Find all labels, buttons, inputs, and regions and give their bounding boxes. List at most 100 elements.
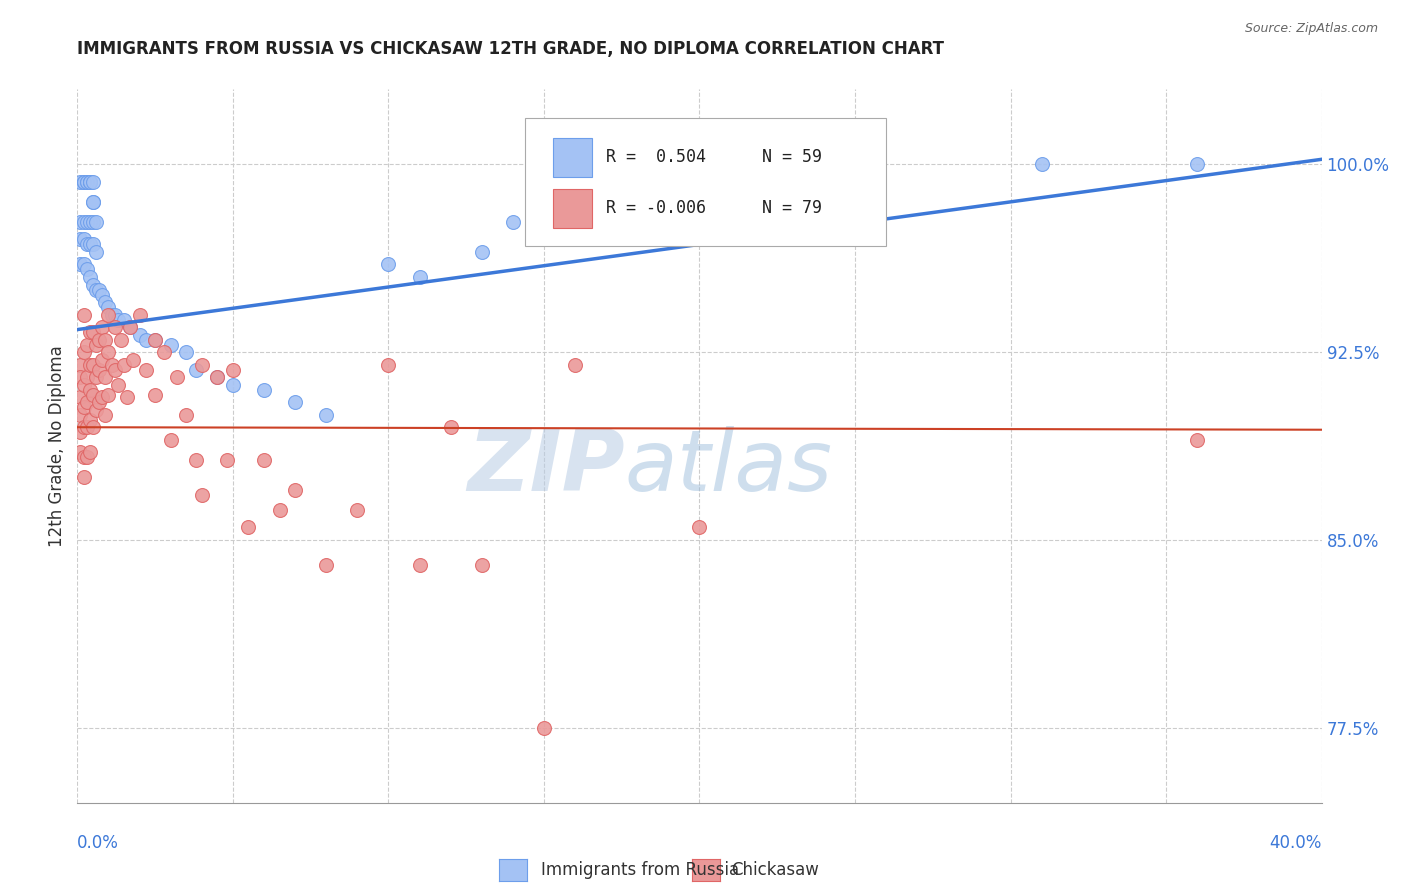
Point (76, 395, 98, 409)
FancyBboxPatch shape (526, 118, 886, 246)
Point (82, 277, 104, 292)
Point (238, 520, 260, 534)
Point (94, 295, 117, 310)
Point (377, 358, 399, 372)
Point (115, 390, 138, 404)
Point (207, 370, 229, 384)
Point (502, 215, 524, 229)
Point (110, 333, 132, 347)
Point (72, 420, 94, 434)
Point (104, 362, 127, 376)
Point (72, 175, 94, 189)
Point (207, 370, 229, 384)
Point (377, 257, 399, 271)
Point (222, 377, 245, 392)
Point (82, 215, 104, 229)
Point (82, 194, 104, 209)
Text: R =  0.504: R = 0.504 (606, 148, 706, 166)
Point (76, 420, 98, 434)
Point (315, 408, 337, 422)
Point (128, 327, 150, 342)
Point (69, 232, 91, 246)
Point (91, 287, 114, 301)
Point (100, 308, 122, 322)
Point (284, 395, 307, 409)
Point (174, 345, 197, 359)
Point (79, 413, 101, 427)
Point (128, 308, 150, 322)
Point (94, 333, 117, 347)
Point (253, 452, 276, 467)
Point (135, 362, 157, 376)
Point (564, 358, 586, 372)
Point (72, 308, 94, 322)
Point (79, 175, 101, 189)
Point (72, 175, 94, 189)
Point (84, 215, 107, 229)
Point (222, 362, 245, 376)
Point (72, 215, 94, 229)
Text: Chickasaw: Chickasaw (731, 861, 818, 879)
Point (112, 358, 135, 372)
Point (79, 445, 101, 459)
Point (253, 383, 276, 397)
Point (97, 308, 120, 322)
Point (184, 362, 207, 376)
Point (100, 358, 122, 372)
Point (79, 175, 101, 189)
Point (191, 488, 214, 502)
Text: 0.0%: 0.0% (77, 834, 120, 852)
Point (79, 270, 101, 285)
Point (1187, 433, 1209, 447)
Point (471, 244, 494, 259)
Point (76, 262, 98, 277)
Point (97, 300, 120, 314)
Point (69, 445, 91, 459)
Point (72, 450, 94, 465)
Point (72, 175, 94, 189)
Point (184, 452, 207, 467)
Point (107, 312, 129, 326)
Point (79, 358, 101, 372)
Point (72, 470, 94, 484)
Text: R = -0.006: R = -0.006 (606, 200, 706, 218)
Point (564, 215, 586, 229)
Point (69, 358, 91, 372)
Point (191, 358, 214, 372)
Point (79, 383, 101, 397)
Point (84, 370, 107, 384)
Point (72, 232, 94, 246)
Point (143, 333, 166, 347)
Point (82, 175, 104, 189)
Text: N = 59: N = 59 (762, 148, 821, 166)
Point (87, 333, 110, 347)
Bar (553, 189, 592, 228)
Point (579, 215, 602, 229)
Text: atlas: atlas (624, 425, 832, 509)
Point (82, 387, 104, 401)
Point (166, 370, 188, 384)
Point (69, 370, 91, 384)
Point (91, 320, 114, 334)
Point (72, 345, 94, 359)
Point (84, 402, 107, 417)
Point (69, 257, 91, 271)
Point (94, 370, 117, 384)
Point (82, 194, 104, 209)
Point (94, 408, 117, 422)
Point (112, 312, 135, 326)
Point (104, 320, 127, 334)
Y-axis label: 12th Grade, No Diploma: 12th Grade, No Diploma (48, 345, 66, 547)
Point (315, 558, 337, 572)
Point (689, 520, 711, 534)
Point (153, 345, 176, 359)
Point (79, 325, 101, 339)
Point (76, 175, 98, 189)
Point (533, 721, 555, 735)
Point (69, 425, 91, 440)
Point (471, 558, 494, 572)
Point (69, 215, 91, 229)
Point (97, 387, 120, 401)
Text: Source: ZipAtlas.com: Source: ZipAtlas.com (1244, 22, 1378, 36)
Point (72, 400, 94, 414)
